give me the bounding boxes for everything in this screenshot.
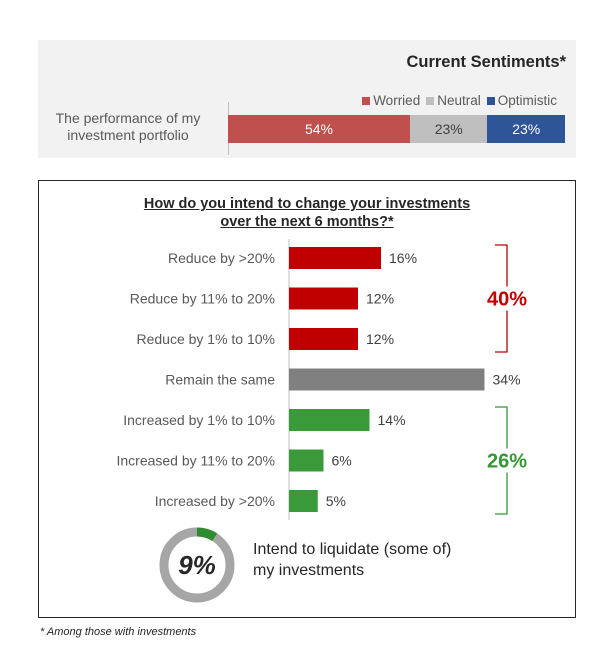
liquidate-text-line1: Intend to liquidate (some of) (253, 541, 452, 558)
bar (289, 247, 381, 269)
liquidate-callout: 9% Intend to liquidate (some of) my inve… (157, 525, 507, 605)
segment-neutral-label: 23% (434, 121, 463, 137)
sentiment-legend: Worried Neutral Optimistic (362, 93, 557, 108)
group-label-backing (485, 448, 529, 473)
sentiment-stacked-bar: 54% 23% 23% (228, 115, 565, 143)
portfolio-row-label: The performance of my investment portfol… (38, 110, 218, 144)
group-label-backing (485, 286, 529, 311)
segment-optimistic: 23% (487, 115, 565, 143)
segment-neutral: 23% (409, 115, 488, 143)
group-total-label: 40% (487, 289, 527, 311)
bar-value-label: 14% (378, 412, 406, 428)
category-label: Increased by 1% to 10% (123, 412, 275, 428)
bar-value-label: 12% (366, 291, 394, 307)
segment-worried: 54% (228, 115, 410, 143)
legend-item-neutral: Neutral (426, 93, 481, 108)
bar-value-label: 34% (493, 372, 521, 388)
legend-swatch-neutral (426, 96, 435, 105)
bar (289, 287, 358, 310)
intent-bar-chart: Reduce by >20% 16% Reduce by 11% to 20% 12%… (116, 239, 529, 520)
footnote: * Among those with investments (40, 626, 197, 638)
question-title-line1: How do you intend to change your investm… (143, 196, 471, 212)
investment-intent-box: How do you intend to change your investm… (38, 180, 576, 618)
portfolio-row-label-line2: investment portfolio (67, 127, 189, 143)
category-label: Increased by 11% to 20% (116, 453, 275, 469)
group-total-label: 26% (487, 451, 527, 473)
segment-optimistic-label: 23% (512, 121, 541, 137)
bar (289, 328, 358, 350)
bar-value-label: 12% (366, 331, 394, 347)
liquidate-donut: 9% (159, 527, 235, 603)
legend-swatch-worried (362, 96, 371, 105)
donut-value-label: 9% (178, 550, 216, 580)
bar (289, 368, 485, 391)
bar (289, 449, 324, 472)
segment-worried-label: 54% (304, 121, 333, 137)
bar (289, 409, 370, 431)
sentiment-panel: Current Sentiments* Worried Neutral Opti… (38, 40, 576, 158)
liquidate-text-line2: my investments (253, 562, 365, 579)
category-label: Reduce by 1% to 10% (136, 331, 275, 347)
donut-arc (159, 527, 235, 603)
bar-value-label: 6% (332, 453, 352, 469)
portfolio-row-label-line1: The performance of my (55, 110, 201, 126)
legend-label-optimistic: Optimistic (497, 93, 557, 108)
question-title-line2: over the next 6 months?* (220, 214, 394, 230)
liquidate-text: Intend to liquidate (some of) my investm… (253, 539, 451, 581)
category-label: Increased by >20% (155, 493, 275, 509)
legend-swatch-optimistic (486, 96, 495, 105)
legend-label-worried: Worried (373, 93, 421, 108)
legend-item-optimistic: Optimistic (486, 93, 557, 108)
legend-item-worried: Worried (362, 93, 420, 108)
question-title: How do you intend to change your investm… (39, 195, 575, 231)
bar-value-label: 16% (389, 250, 417, 266)
bar-value-label: 5% (326, 493, 346, 509)
sentiment-title: Current Sentiments* (406, 53, 566, 71)
category-label: Reduce by 11% to 20% (130, 291, 275, 307)
bar (289, 490, 318, 512)
category-label: Reduce by >20% (168, 250, 275, 266)
category-label: Remain the same (165, 372, 275, 388)
legend-label-neutral: Neutral (437, 93, 481, 108)
